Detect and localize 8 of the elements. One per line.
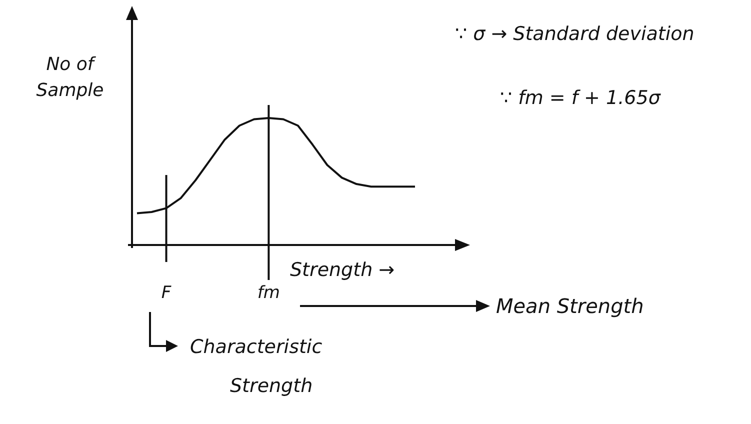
x-axis-title: Strength → (290, 259, 395, 281)
text: ∵ fm = f + 1.65σ (500, 87, 662, 109)
x-tick-label: F (161, 283, 172, 303)
x-tick-label: fm (257, 283, 280, 303)
text: Mean Strength (496, 294, 644, 318)
text: ∵ σ → Standard deviation (455, 23, 694, 45)
text: Characteristic Strength (190, 336, 323, 397)
y-axis-title: No of Sample (36, 54, 104, 101)
